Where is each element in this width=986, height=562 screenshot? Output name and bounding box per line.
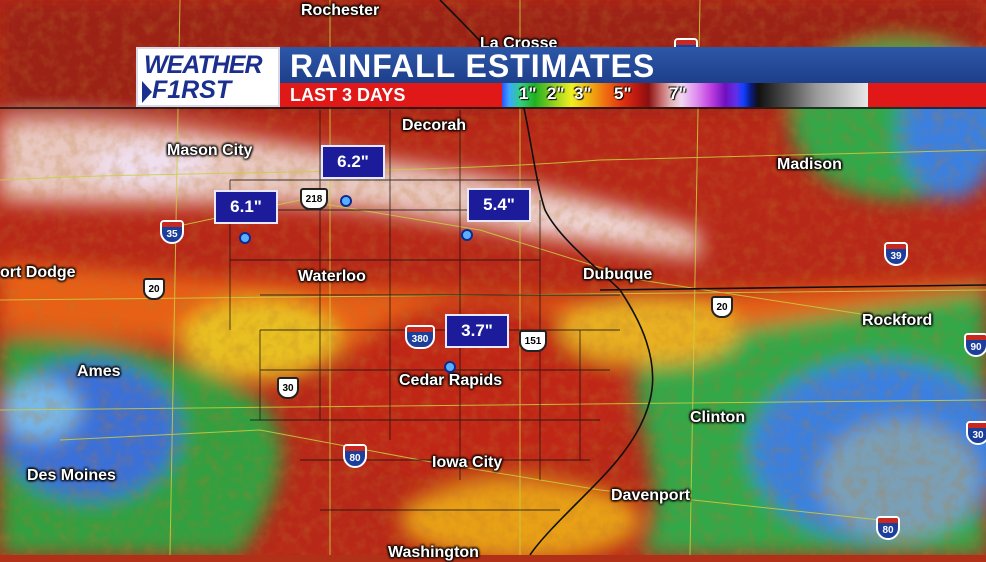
city-label: Madison xyxy=(777,156,842,173)
legend-tick: 7" xyxy=(669,84,687,103)
rain-total-box: 5.4" xyxy=(467,188,531,222)
interstate-shield: 380 xyxy=(405,325,435,349)
city-label: Davenport xyxy=(611,487,691,504)
city-label: Des Moines xyxy=(27,467,116,484)
city-label: Decorah xyxy=(402,117,467,134)
legend-tick: 2" xyxy=(547,84,565,103)
interstate-shield: 30 xyxy=(966,421,986,445)
interstate-shield: 80 xyxy=(876,516,900,540)
subtitle-bar: LAST 3 DAYS 1" 2" 3" 5" 7" xyxy=(280,83,986,107)
rain-gauge-marker xyxy=(444,361,456,373)
city-label: Ames xyxy=(77,363,121,380)
title-banner: WEATHER F1RST RAINFALL ESTIMATES LAST 3 … xyxy=(136,47,986,107)
legend-red-segment xyxy=(868,83,986,107)
city-label: Washington xyxy=(388,544,479,561)
page-subtitle: LAST 3 DAYS xyxy=(290,85,406,105)
city-label: Rochester xyxy=(301,2,380,19)
weather-first-logo: WEATHER F1RST xyxy=(136,47,280,107)
us-highway-shield: 151 xyxy=(519,330,547,352)
rain-total-box: 6.2" xyxy=(321,145,385,179)
logo-text-line2: F1RST xyxy=(152,76,232,104)
city-label: Dubuque xyxy=(583,266,653,283)
legend-tick: 5" xyxy=(614,84,632,103)
city-label: Iowa City xyxy=(432,454,503,471)
interstate-shield: 39 xyxy=(884,242,908,266)
us-highway-shield: 30 xyxy=(277,377,299,399)
city-label: Waterloo xyxy=(298,268,366,285)
legend-tick: 3" xyxy=(574,84,592,103)
city-label: Rockford xyxy=(862,312,933,329)
city-label: Clinton xyxy=(690,409,746,426)
interstate-shield: 80 xyxy=(343,444,367,468)
us-highway-shield: 218 xyxy=(300,188,328,210)
page-title: RAINFALL ESTIMATES xyxy=(290,48,656,84)
us-highway-shield: 20 xyxy=(143,278,165,300)
city-label: Mason City xyxy=(167,142,253,159)
logo-chevron-icon xyxy=(142,81,152,103)
rain-gauge-marker xyxy=(340,195,352,207)
rain-total-box: 3.7" xyxy=(445,314,509,348)
interstate-shield: 90 xyxy=(964,333,986,357)
rain-total-box: 6.1" xyxy=(214,190,278,224)
city-label: ort Dodge xyxy=(0,264,76,281)
legend-tick: 1" xyxy=(519,84,537,103)
rainfall-color-legend: 1" 2" 3" 5" 7" xyxy=(502,83,868,107)
us-highway-shield: 20 xyxy=(711,296,733,318)
interstate-shield: 35 xyxy=(160,220,184,244)
rain-gauge-marker xyxy=(461,229,473,241)
city-label: Cedar Rapids xyxy=(399,372,503,389)
logo-text-line1: WEATHER xyxy=(144,51,263,79)
rain-gauge-marker xyxy=(239,232,251,244)
title-bar: RAINFALL ESTIMATES xyxy=(280,47,986,84)
